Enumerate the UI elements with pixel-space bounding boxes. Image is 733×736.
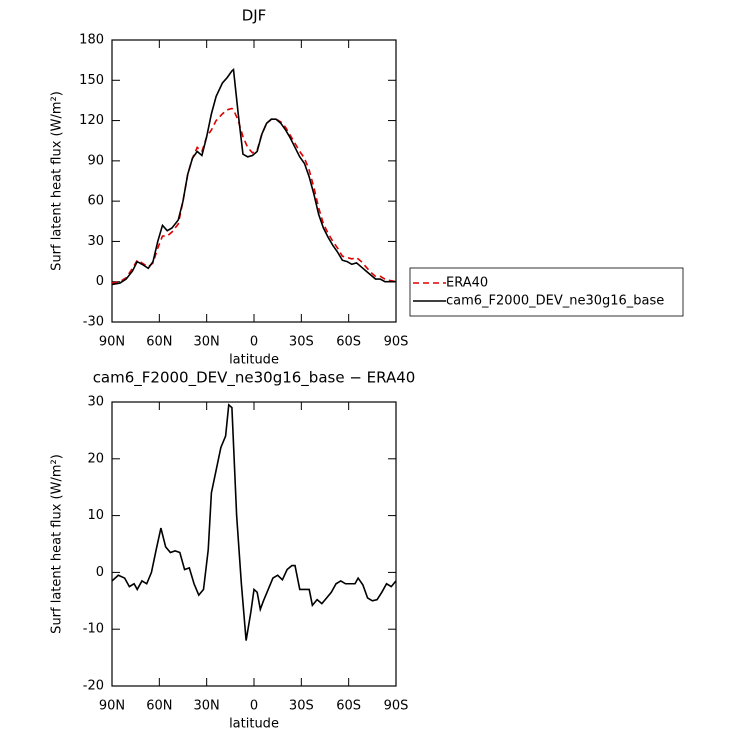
y-tick-label: 90 [87, 153, 104, 168]
y-tick-label: -20 [83, 679, 104, 694]
y-axis-label: Surf latent heat flux (W/m²) [50, 454, 65, 634]
y-tick-label: 120 [79, 113, 104, 128]
x-tick-label: 30N [194, 335, 220, 350]
y-tick-label: 0 [96, 274, 104, 289]
x-tick-label: 30N [194, 699, 220, 714]
x-tick-label: 30S [289, 335, 314, 350]
y-tick-label: 10 [87, 508, 104, 523]
x-axis-label: latitude [229, 353, 279, 368]
x-tick-label: 90N [99, 335, 125, 350]
y-tick-label: -10 [83, 622, 104, 637]
y-tick-label: 20 [87, 451, 104, 466]
x-axis-label: latitude [229, 717, 279, 732]
x-tick-label: 90S [384, 335, 409, 350]
x-tick-label: 60N [146, 335, 172, 350]
x-tick-label: 0 [250, 699, 258, 714]
x-tick-label: 60S [336, 699, 361, 714]
plot-frame [111, 401, 397, 687]
y-tick-label: 30 [87, 234, 104, 249]
x-tick-label: 90S [384, 699, 409, 714]
legend-label: ERA40 [446, 276, 488, 291]
chart-title: DJF [242, 7, 267, 25]
data-line [111, 67, 396, 286]
legend-box [409, 267, 684, 317]
legend-label: cam6_F2000_DEV_ne30g16_base [446, 294, 664, 309]
y-tick-label: -30 [83, 315, 104, 330]
y-tick-label: 60 [87, 194, 104, 209]
plot-frame [111, 39, 397, 323]
y-axis-label: Surf latent heat flux (W/m²) [50, 91, 65, 271]
data-line [111, 107, 397, 284]
x-tick-label: 90N [99, 699, 125, 714]
x-tick-label: 0 [250, 335, 258, 350]
y-tick-label: 150 [79, 73, 104, 88]
chart-title: cam6_F2000_DEV_ne30g16_base − ERA40 [93, 369, 416, 388]
x-tick-label: 60S [336, 335, 361, 350]
x-tick-label: 60N [146, 699, 172, 714]
y-tick-label: 0 [96, 565, 104, 580]
data-line [111, 403, 397, 641]
y-tick-label: 30 [87, 395, 104, 410]
x-tick-label: 30S [289, 699, 314, 714]
y-tick-label: 180 [79, 33, 104, 48]
